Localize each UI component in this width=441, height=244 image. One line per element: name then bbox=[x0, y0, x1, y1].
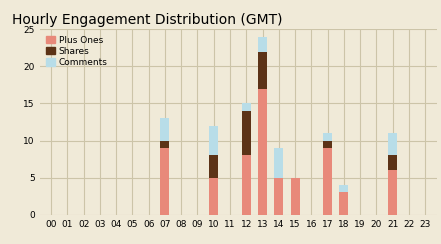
Bar bbox=[323, 148, 332, 215]
Bar bbox=[340, 185, 348, 193]
Bar bbox=[274, 148, 283, 178]
Legend: Plus Ones, Shares, Comments: Plus Ones, Shares, Comments bbox=[44, 34, 109, 69]
Bar bbox=[161, 141, 169, 148]
Bar bbox=[274, 178, 283, 215]
Bar bbox=[323, 141, 332, 148]
Bar bbox=[340, 193, 348, 215]
Bar bbox=[161, 148, 169, 215]
Bar bbox=[388, 170, 397, 215]
Bar bbox=[258, 51, 267, 89]
Bar bbox=[242, 103, 251, 111]
Text: Hourly Engagement Distribution (GMT): Hourly Engagement Distribution (GMT) bbox=[12, 13, 282, 27]
Bar bbox=[161, 118, 169, 141]
Bar bbox=[258, 37, 267, 51]
Bar bbox=[209, 178, 218, 215]
Bar bbox=[323, 133, 332, 141]
Bar bbox=[388, 133, 397, 155]
Bar bbox=[242, 111, 251, 155]
Bar bbox=[209, 155, 218, 178]
Bar bbox=[242, 155, 251, 215]
Bar bbox=[388, 155, 397, 170]
Bar bbox=[258, 89, 267, 215]
Bar bbox=[209, 126, 218, 155]
Bar bbox=[291, 178, 299, 215]
